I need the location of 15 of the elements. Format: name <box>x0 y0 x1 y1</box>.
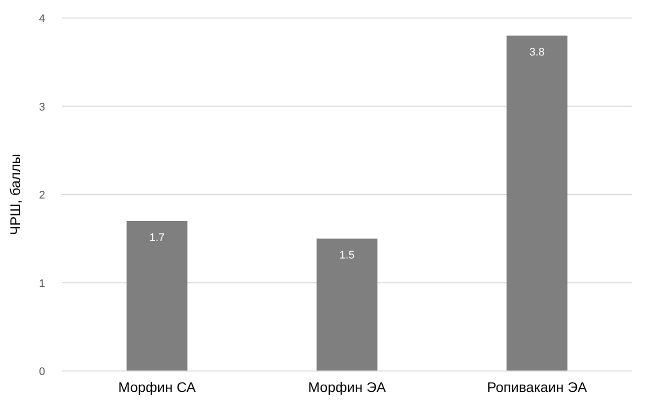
data-label: 3.8 <box>529 46 545 59</box>
y-axis-title: ЧРШ, баллы <box>7 154 23 236</box>
y-tick-label: 2 <box>38 190 46 202</box>
data-label: 1.7 <box>149 232 165 244</box>
y-tick-label: 4 <box>38 13 46 25</box>
x-tick-label: Морфин ЭА <box>308 379 387 395</box>
y-tick-label: 1 <box>38 278 46 290</box>
x-tick-label: Ропивакаин ЭА <box>486 379 588 395</box>
data-label: 1.5 <box>339 250 355 262</box>
bar <box>316 238 378 371</box>
x-tick-label: Морфин СА <box>118 379 196 395</box>
bar <box>506 36 568 371</box>
bar <box>126 220 188 371</box>
y-tick-label: 0 <box>38 366 46 378</box>
y-tick-label: 3 <box>38 101 46 114</box>
